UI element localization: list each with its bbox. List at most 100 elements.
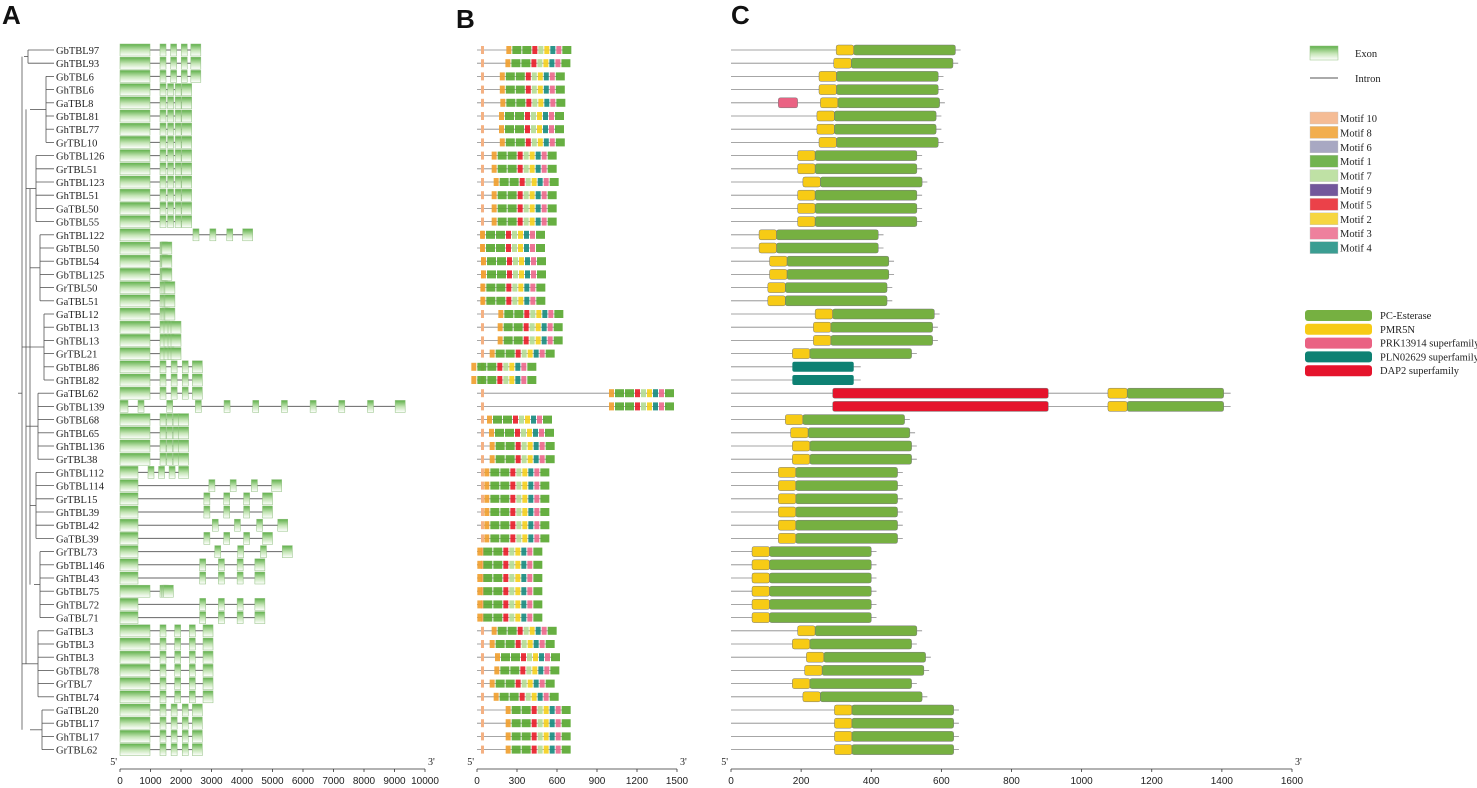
domain-box — [786, 269, 890, 280]
exon — [223, 532, 230, 545]
exon — [180, 43, 188, 57]
motif-box — [547, 191, 557, 200]
gene-structure-row — [119, 611, 266, 624]
motif-box — [543, 415, 552, 424]
exon — [243, 492, 250, 506]
exon — [170, 716, 178, 730]
exon — [262, 532, 273, 545]
exon — [119, 743, 151, 756]
motif-box — [521, 745, 531, 754]
domain-row — [731, 585, 877, 597]
motif-box — [537, 125, 542, 134]
motif-box — [515, 455, 521, 464]
motif-box — [554, 310, 564, 318]
motif-box — [625, 389, 634, 398]
domain-row — [731, 704, 959, 716]
exon — [167, 162, 174, 176]
exon — [203, 505, 211, 519]
exon — [159, 386, 167, 400]
motif-box — [481, 98, 484, 107]
domain-box — [832, 401, 1049, 412]
motif-box — [529, 336, 535, 345]
domain-row — [731, 440, 917, 452]
domain-row — [731, 84, 944, 95]
exon — [119, 373, 151, 387]
domain-box — [818, 84, 837, 95]
exon — [174, 188, 182, 202]
motif-box — [483, 574, 493, 582]
domain-box — [751, 599, 770, 610]
domain-box — [778, 506, 797, 518]
motif-box — [540, 534, 550, 543]
motif-box — [515, 125, 524, 134]
gene-structure-row — [119, 149, 192, 162]
exon — [189, 690, 196, 704]
exon — [254, 598, 266, 611]
motif-box — [521, 59, 531, 68]
exon — [161, 268, 173, 281]
legend-motif-label: Motif 2 — [1340, 215, 1372, 226]
motif-box — [535, 626, 541, 635]
motif-box — [665, 402, 674, 411]
exon — [170, 56, 177, 70]
motif-box — [522, 481, 528, 490]
motif-box — [548, 310, 554, 318]
gene-structure-row — [119, 241, 173, 255]
motif-box — [480, 296, 486, 305]
domain-box — [751, 612, 770, 623]
domain-box — [792, 348, 811, 359]
exon — [226, 228, 234, 242]
gene-label: GhTBL123 — [56, 178, 104, 189]
motif-box — [509, 178, 519, 186]
motif-row — [477, 481, 550, 490]
motif-box — [515, 349, 521, 358]
exon — [159, 136, 167, 149]
motif-box — [537, 719, 543, 728]
exon — [172, 413, 180, 426]
motif-box — [530, 283, 536, 292]
motif-box — [517, 164, 523, 173]
motif-row — [477, 257, 546, 266]
motif-box — [517, 151, 523, 160]
motif-box — [509, 574, 515, 582]
motif-box — [509, 547, 515, 556]
exon — [367, 400, 374, 413]
motif-box — [489, 455, 495, 464]
motif-box — [615, 402, 624, 411]
motif-box — [555, 719, 561, 728]
motif-box — [493, 560, 503, 569]
motif-box — [516, 481, 522, 490]
motif-box — [493, 574, 503, 582]
motif-box — [515, 574, 521, 582]
motif-box — [549, 706, 555, 714]
motif-box — [477, 574, 483, 582]
exon — [189, 637, 196, 651]
tick-label: 2000 — [170, 776, 193, 787]
motif-box — [487, 257, 496, 266]
domain-row — [731, 506, 903, 518]
legend-motif-swatch — [1309, 126, 1339, 139]
motif-box — [531, 59, 537, 68]
exon — [174, 215, 182, 228]
motif-box — [495, 428, 504, 437]
exon — [164, 294, 176, 308]
exon — [242, 228, 253, 242]
motif-box — [504, 310, 514, 318]
motif-panel — [471, 46, 674, 754]
gene-label: GhTBL13 — [56, 336, 99, 347]
motif-box — [481, 613, 484, 622]
motif-box — [527, 442, 533, 450]
gene-structure-row — [119, 716, 203, 730]
domain-box — [786, 255, 890, 267]
domain-row — [731, 387, 1231, 399]
motif-box — [505, 125, 514, 134]
domain-row — [731, 717, 959, 729]
domain-row — [731, 137, 944, 148]
domain-box — [797, 163, 816, 175]
gene-structure-row — [119, 730, 203, 743]
motif-box — [562, 46, 572, 54]
exon — [170, 347, 182, 360]
legend-domain-label: PRK13914 superfamily — [1380, 339, 1477, 350]
motif-box — [481, 191, 484, 200]
motif-box — [481, 310, 484, 318]
